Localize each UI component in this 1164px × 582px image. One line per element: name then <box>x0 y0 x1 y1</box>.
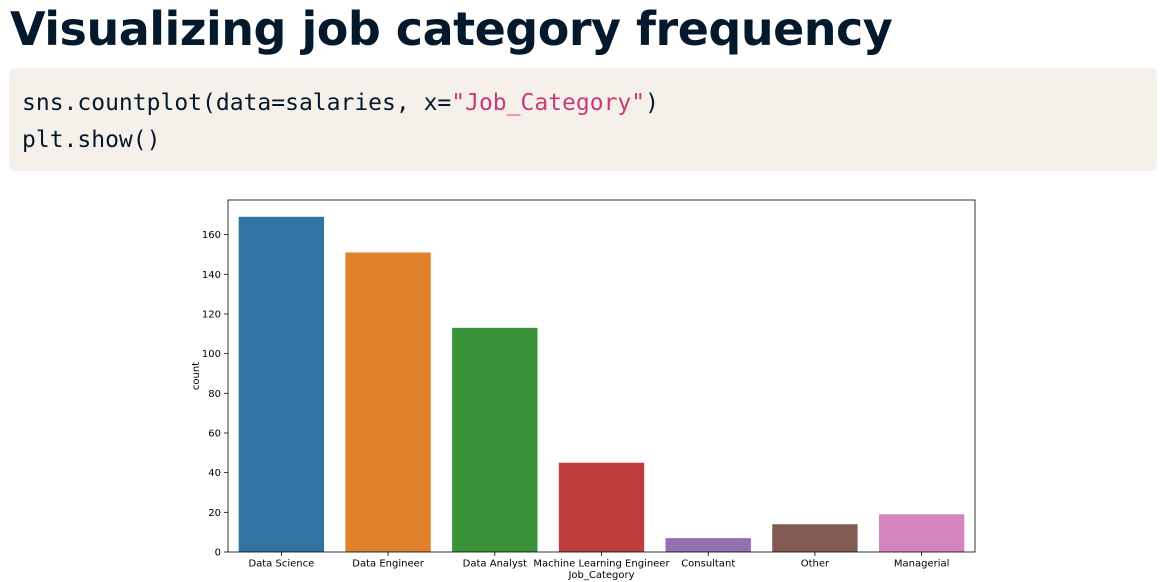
x-tick-label: Consultant <box>681 559 735 570</box>
y-tick-label: 100 <box>202 349 221 360</box>
bar-other <box>772 524 858 552</box>
y-ticks-group: 0 20 40 60 80 100 120 140 160 <box>202 230 228 559</box>
x-tick-label: Machine Learning Engineer <box>533 559 670 570</box>
y-tick-label: 40 <box>208 468 221 479</box>
x-tick-label: Other <box>801 559 830 570</box>
y-tick-label: 0 <box>215 548 221 559</box>
countplot-chart: 0 20 40 60 80 100 120 140 160 Data Science Data E… <box>191 199 976 581</box>
bar-data-analyst <box>452 327 538 552</box>
y-tick-label: 140 <box>202 270 221 281</box>
x-tick-label: Managerial <box>894 559 950 570</box>
plot-frame <box>227 199 976 553</box>
code-block: sns.countplot(data=salaries, x="Job_Cate… <box>9 68 1157 171</box>
x-axis-label: Job_Category <box>567 570 634 581</box>
y-tick-label: 20 <box>208 508 221 519</box>
bar-managerial <box>878 514 965 552</box>
x-tick-label: Data Engineer <box>352 559 424 570</box>
y-axis-label: count <box>191 362 202 390</box>
code-text: sns.countplot(data=salaries, x= <box>22 90 452 116</box>
y-tick-label: 160 <box>202 230 221 241</box>
y-tick-label: 80 <box>208 389 221 400</box>
chart-container: 0 20 40 60 80 100 120 140 160 Data Science Data E… <box>0 190 1164 582</box>
bar-data-engineer <box>345 252 431 552</box>
code-string-literal: "Job_Category" <box>451 90 646 116</box>
y-tick-label: 60 <box>208 428 221 439</box>
x-tick-label: Data Analyst <box>463 559 527 570</box>
bar-consultant <box>665 538 751 552</box>
slide-title: Visualizing job category frequency <box>10 2 893 56</box>
y-tick-label: 120 <box>202 309 221 320</box>
bar-data-science <box>238 216 325 552</box>
bars-group <box>238 216 965 552</box>
code-line-show: plt.show() <box>22 127 161 153</box>
code-line-countplot: sns.countplot(data=salaries, x="Job_Cate… <box>22 85 1157 122</box>
x-ticks-group: Data Science Data Engineer Data Analyst Mac… <box>248 552 949 570</box>
x-tick-label: Data Science <box>248 559 314 570</box>
bar-machine-learning-engineer <box>558 462 645 552</box>
code-text: ) <box>645 90 659 116</box>
